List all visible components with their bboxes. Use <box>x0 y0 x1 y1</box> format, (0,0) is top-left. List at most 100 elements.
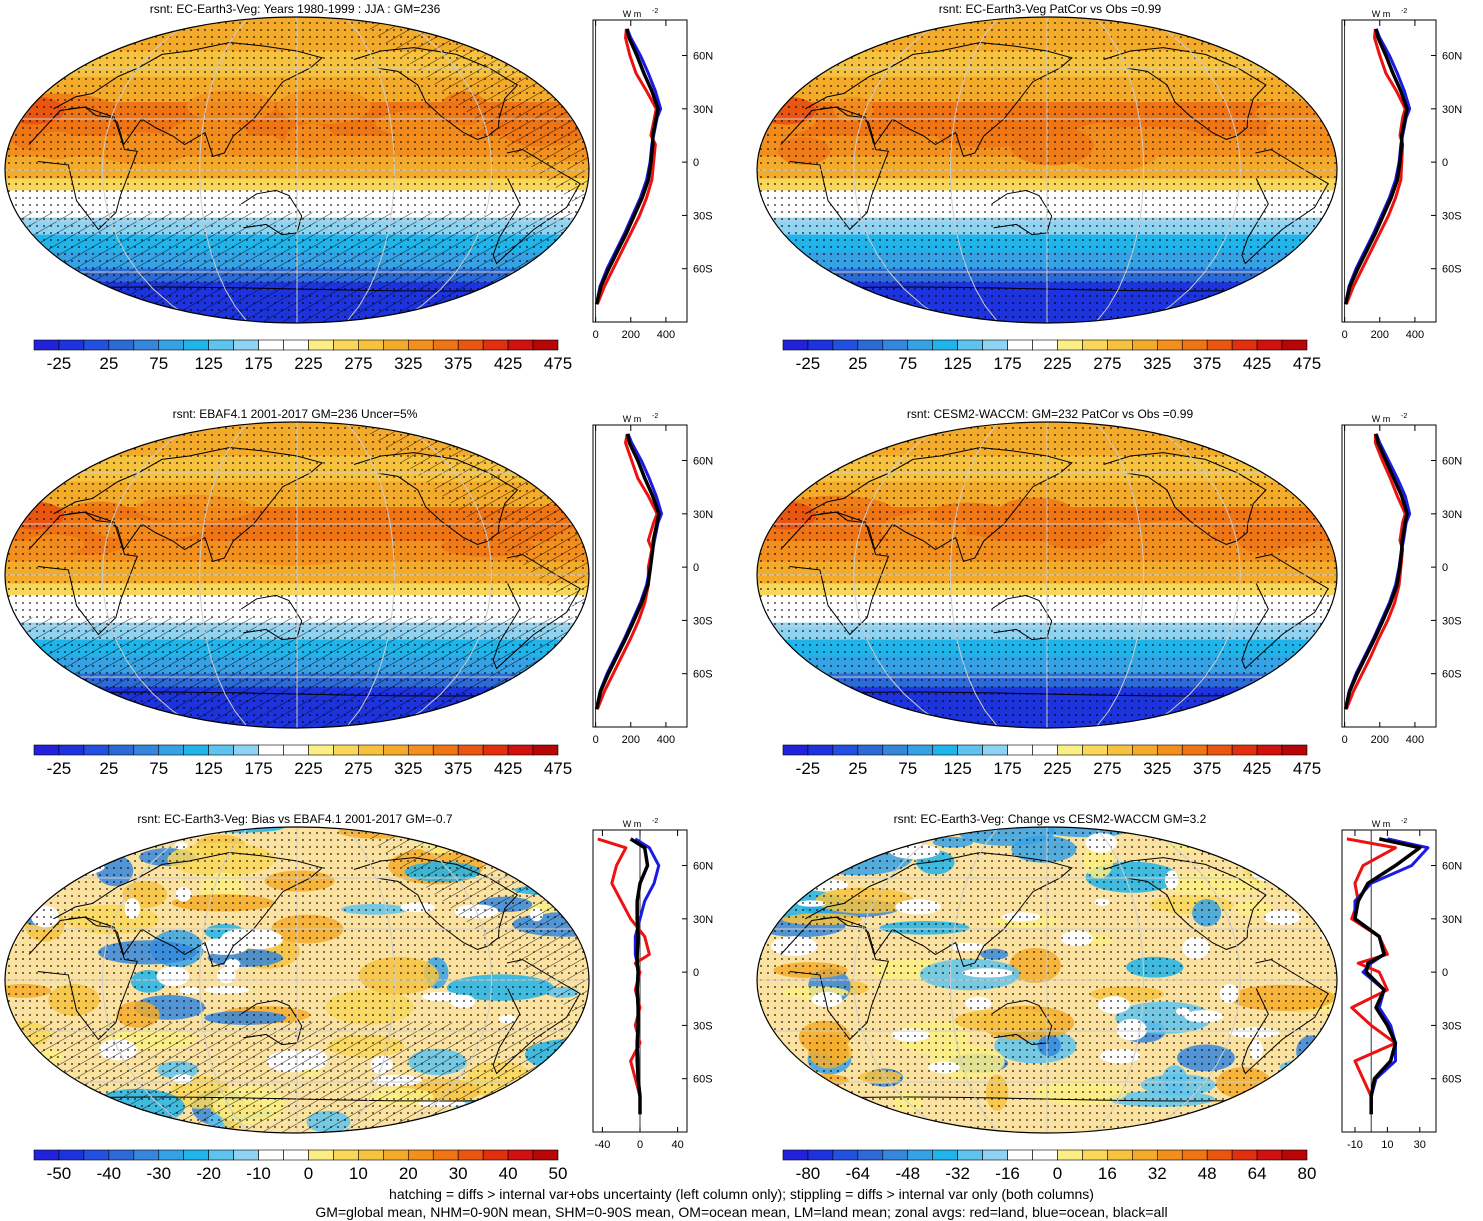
value-tick-label: 0 <box>593 329 599 341</box>
colorbar-box <box>807 744 834 756</box>
value-tick-label: -40 <box>594 1139 610 1151</box>
colorbar-label: 275 <box>1093 759 1121 778</box>
colorbar-box <box>882 744 909 756</box>
colorbar-label: 475 <box>544 759 572 778</box>
colorbar-label: 25 <box>99 354 118 373</box>
lat-tick-label: 60S <box>693 669 713 681</box>
colorbar-box <box>1082 1149 1108 1161</box>
colorbar-box <box>1281 1149 1308 1161</box>
colorbar-box <box>383 1149 409 1161</box>
lat-tick-label: 60S <box>1442 264 1462 276</box>
colorbar-label: 375 <box>1193 354 1221 373</box>
colorbar-box <box>457 339 484 351</box>
colorbar-label: -32 <box>945 1164 970 1183</box>
colorbar-box <box>807 1149 834 1161</box>
colorbar-box <box>1156 1149 1183 1161</box>
colorbar-box <box>333 744 359 756</box>
colorbar-box <box>982 744 1008 756</box>
colorbar-box <box>957 1149 983 1161</box>
colorbar-label: 225 <box>294 759 322 778</box>
panel-figure: -25 25 75 125 175 225 275 325 375 425 475 60N 30N 0 30… <box>756 8 1462 373</box>
footer-hatching-note: hatching = diffs > internal var+obs unce… <box>389 1186 1094 1202</box>
panel-title: rsnt: EBAF4.1 2001-2017 GM=236 Uncer=5% <box>172 407 418 421</box>
colorbar-box <box>208 744 234 756</box>
colorbar-box <box>432 1149 459 1161</box>
panel-title: rsnt: EC-Earth3-Veg: Years 1980-1999 : J… <box>149 2 441 16</box>
zonal-mean-all-line <box>1343 28 1409 305</box>
colorbar-box <box>258 339 284 351</box>
colorbar-label: 125 <box>194 759 222 778</box>
colorbar-box <box>283 744 309 756</box>
colorbar-box <box>932 339 958 351</box>
colorbar-label: -40 <box>97 1164 122 1183</box>
colorbar-label: 425 <box>494 354 522 373</box>
colorbar-label: 0 <box>304 1164 313 1183</box>
colorbar-box <box>857 339 884 351</box>
colorbar-box <box>283 1149 309 1161</box>
colorbar-box <box>58 339 85 351</box>
colorbar-label: 325 <box>394 354 422 373</box>
colorbar-box <box>457 1149 484 1161</box>
colorbar-label: 375 <box>444 759 472 778</box>
zonal-mean-all-line <box>1353 837 1422 1115</box>
zonal-mean-ocean-line <box>595 433 664 710</box>
colorbar-box <box>482 1149 509 1161</box>
colorbar-box <box>358 1149 384 1161</box>
colorbar-box <box>807 339 834 351</box>
colorbar-box <box>532 339 559 351</box>
colorbar-label: 75 <box>898 759 917 778</box>
colorbar-box <box>1231 1149 1258 1161</box>
colorbar-box <box>33 1149 60 1161</box>
colorbar-box <box>83 1149 110 1161</box>
unit-label: W m <box>623 414 642 424</box>
panel-title: rsnt: EC-Earth3-Veg: Bias vs EBAF4.1 200… <box>137 812 453 826</box>
colorbar-box <box>1256 339 1283 351</box>
colorbar-box <box>982 1149 1008 1161</box>
panel-figure: -25 25 75 125 175 225 275 325 375 425 475 60N 30N 0 30… <box>756 413 1462 778</box>
panel-figure: -25 25 75 125 175 225 275 325 375 425 475 60N 30N 0 30… <box>4 413 713 778</box>
colorbar-box <box>982 339 1008 351</box>
footer-mean-definitions: GM=global mean, NHM=0-90N mean, SHM=0-90… <box>315 1204 1168 1220</box>
colorbar-box <box>1181 339 1208 351</box>
profile-frame <box>1341 424 1437 728</box>
lat-tick-label: 0 <box>1442 967 1448 979</box>
colorbar-label: 40 <box>499 1164 518 1183</box>
colorbar-label: 275 <box>344 759 372 778</box>
colorbar-box <box>1132 744 1158 756</box>
colorbar-label: 225 <box>1043 354 1071 373</box>
lat-tick-label: 30S <box>1442 1020 1462 1032</box>
colorbar-box <box>1032 744 1058 756</box>
unit-label: W m <box>623 819 642 829</box>
value-tick-label: 0 <box>1342 734 1348 746</box>
colorbar-box <box>1206 1149 1233 1161</box>
lat-tick-label: 30S <box>693 1020 713 1032</box>
lat-tick-label: 0 <box>693 967 699 979</box>
profile-frame <box>592 424 688 728</box>
panel-figure: -25 25 75 125 175 225 275 325 375 425 475 60N 30N 0 30… <box>4 8 713 373</box>
value-tick-label: 400 <box>1406 734 1424 746</box>
colorbar-box <box>108 744 135 756</box>
colorbar-label: 175 <box>993 759 1021 778</box>
lat-tick-label: 30N <box>1442 104 1462 116</box>
map-outline <box>756 16 1338 324</box>
unit-superscript: -2 <box>652 818 658 825</box>
value-tick-label: 200 <box>1371 329 1389 341</box>
lat-tick-label: 60N <box>693 861 713 873</box>
colorbar-box <box>832 1149 859 1161</box>
lat-tick-label: 60S <box>1442 1074 1462 1086</box>
map-outline <box>756 421 1338 729</box>
colorbar-box <box>1156 339 1183 351</box>
colorbar-box <box>233 339 259 351</box>
colorbar-box <box>258 744 284 756</box>
colorbar-box <box>358 744 384 756</box>
colorbar-box <box>133 339 160 351</box>
lat-tick-label: 30N <box>693 914 713 926</box>
map-outline <box>4 826 590 1134</box>
colorbar-label: 20 <box>399 1164 418 1183</box>
colorbar-box <box>333 1149 359 1161</box>
profile-frame <box>1341 19 1437 323</box>
colorbar-box <box>58 744 85 756</box>
colorbar-label: -10 <box>246 1164 271 1183</box>
colorbar-box <box>133 744 160 756</box>
colorbar-label: 125 <box>943 354 971 373</box>
